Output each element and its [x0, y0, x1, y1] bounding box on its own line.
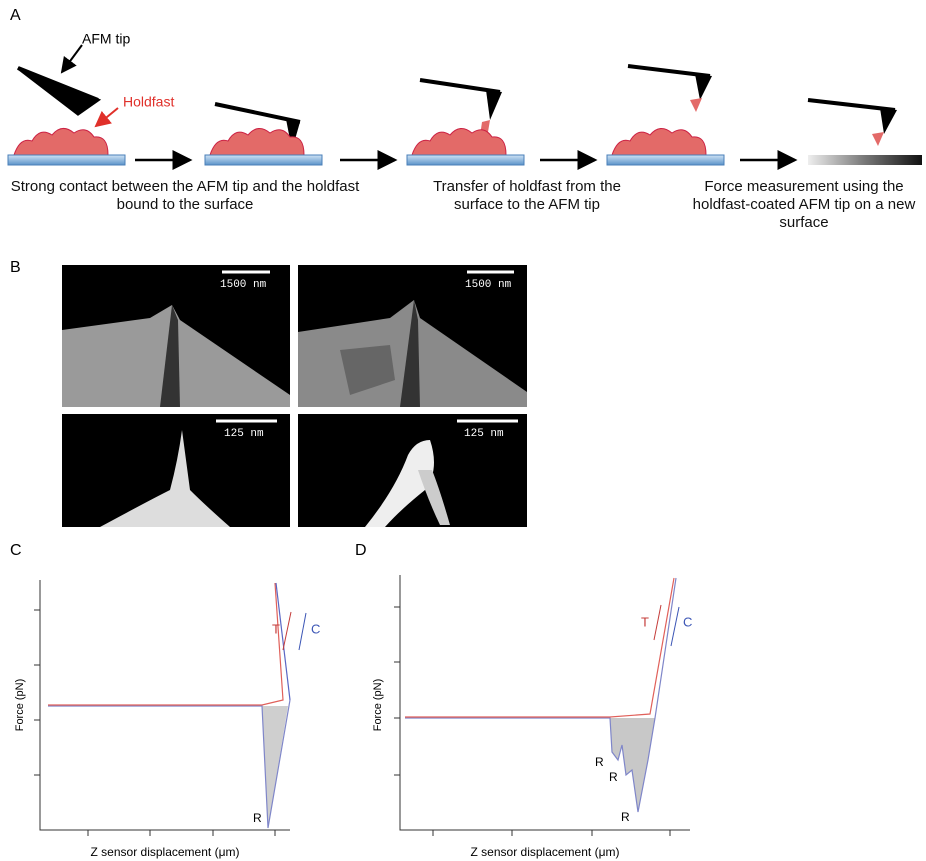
scale-bar-label: 1500 nm: [220, 279, 267, 291]
scale-bar-label: 125 nm: [224, 428, 264, 440]
step-caption: Strong contact between the AFM tip and t…: [0, 178, 370, 214]
panel-label: C: [10, 542, 22, 559]
trace-label: T: [641, 614, 649, 629]
panel-label: B: [10, 259, 21, 276]
scale-bar-label: 1500 nm: [465, 279, 512, 291]
x-axis-label: Z sensor displacement (μm): [471, 845, 620, 859]
trace-label: T: [272, 621, 280, 636]
panel-label: A: [10, 7, 21, 24]
holdfast-label: Holdfast: [123, 94, 174, 110]
figure: A AFM tip Holdfast: [0, 0, 926, 861]
tip-label: AFM tip: [82, 31, 130, 47]
step-caption: Force measurement using the holdfast-coa…: [684, 178, 924, 232]
rupture-label: R: [621, 810, 630, 824]
plot-c: [34, 580, 306, 836]
panel-label: D: [355, 542, 367, 559]
figure-graphics: A AFM tip Holdfast: [0, 0, 926, 861]
sem-images: [62, 265, 527, 527]
step-caption: Transfer of holdfast from the surface to…: [412, 178, 642, 214]
step-2: [205, 104, 322, 165]
step-1: [8, 45, 125, 165]
y-axis-label: Force (pN): [14, 679, 26, 732]
step-3: [407, 80, 524, 165]
scale-bar-label: 125 nm: [464, 428, 504, 440]
rupture-label: R: [253, 811, 262, 825]
y-axis-label: Force (pN): [372, 679, 384, 732]
rupture-label: R: [609, 770, 618, 784]
step-4: [607, 66, 724, 165]
retrace-label: C: [683, 614, 692, 629]
retrace-label: C: [311, 621, 320, 636]
x-axis-label: Z sensor displacement (μm): [91, 845, 240, 859]
step-5: [808, 100, 922, 165]
rupture-label: R: [595, 755, 604, 769]
